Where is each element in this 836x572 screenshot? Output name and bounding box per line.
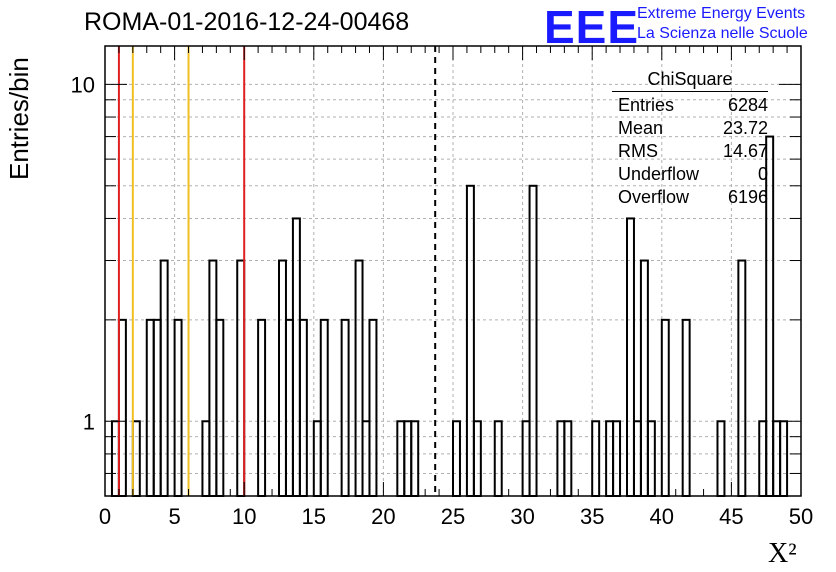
histogram-bin [472,420,482,497]
stats-row: RMS 14.67 [612,140,772,163]
y-tick-label: 1 [83,409,95,434]
histogram-bin [159,259,169,497]
stats-label: Underflow [618,164,700,184]
histogram-bin [556,420,566,497]
x-tick-label: 0 [99,504,111,529]
stats-row: Mean 23.72 [612,117,772,140]
x-tick-label: 15 [302,504,326,529]
histogram-bin [208,259,218,497]
histogram-bin [278,259,287,497]
histogram-bin [173,318,183,497]
stats-label: RMS [618,141,658,161]
histogram-bin [737,259,747,497]
x-axis-label: X² [768,538,797,569]
stats-value: 0 [757,164,768,184]
x-tick-label: 35 [580,504,604,529]
histogram-bin [361,420,371,497]
x-tick-label: 20 [371,504,395,529]
y-tick-label: 10 [71,72,95,97]
histogram-bin [319,318,329,497]
histogram-bin [639,259,649,497]
x-tick-labels: 0 5 10 15 20 25 30 35 40 45 50 [99,504,813,529]
histogram-bin [452,420,461,497]
x-tick-label: 25 [441,504,465,529]
histogram-bin [660,318,670,497]
x-tick-label: 50 [789,504,813,529]
x-tick-label: 45 [719,504,743,529]
histogram-bin [605,420,615,497]
histogram-bin [152,318,162,497]
histogram-bin [201,420,211,497]
y-axis-label: Entries/bin [4,57,34,180]
histogram-bin [257,318,267,497]
stats-row: Underflow 0 [612,163,772,186]
histogram-bin [236,259,246,497]
histogram-bin [368,318,378,497]
eee-logo: EEE [544,1,640,53]
stats-box: ChiSquare Entries 6284 Mean 23.72 RMS 14.67… [612,68,772,209]
histogram-bin [758,420,768,497]
histogram-bin [340,318,350,497]
histogram-bin [131,420,141,497]
histogram-bin [354,259,364,497]
histogram-bin [465,184,475,497]
reference-lines [117,46,437,496]
histogram-bin [563,420,573,497]
y-tick-labels: 1 10 [71,72,95,434]
histogram-bin [716,420,726,497]
histogram-bin [284,318,294,497]
logo-line-1: Extreme Energy Events [637,5,806,22]
stats-row: Entries 6284 [612,94,772,117]
histogram-bin [403,420,413,497]
stats-label: Mean [618,118,664,138]
axis-ticks [104,46,802,497]
histogram-bin [772,420,782,497]
histogram-bin [632,420,642,497]
histogram-bin [298,318,308,497]
histogram-bin [521,420,531,497]
histogram-bin [681,318,691,497]
x-tick-label: 5 [168,504,180,529]
stats-value: 14.67 [722,141,768,161]
histogram-bin [646,420,656,497]
histogram-bin [117,318,127,497]
histogram-bin [215,318,225,497]
histogram-bin [410,420,420,497]
stats-value: 6196 [727,187,768,207]
histogram-bin [396,420,406,497]
x-tick-label: 10 [232,504,256,529]
stats-label: Entries [618,95,675,115]
stats-value: 23.72 [722,118,768,138]
histogram-bin [110,420,120,497]
histogram-bin [145,318,155,497]
histogram-bin [612,420,622,497]
histogram-bin [779,420,789,497]
stats-value: 6284 [727,95,768,115]
logo-line-2: La Scienza nelle Scuole [637,25,808,42]
histogram-bin [591,420,601,497]
chart-title: ROMA-01-2016-12-24-00468 [84,8,410,36]
histogram-bin [493,420,503,497]
histogram-bin [528,184,538,497]
stats-title: ChiSquare [612,68,768,92]
stats-row: Overflow 6196 [612,186,772,209]
x-tick-label: 40 [650,504,674,529]
logo-caption: Extreme Energy Events La Scienza nelle S… [637,4,808,44]
histogram-bin [312,420,322,497]
stats-label: Overflow [618,187,690,207]
x-tick-label: 30 [510,504,534,529]
